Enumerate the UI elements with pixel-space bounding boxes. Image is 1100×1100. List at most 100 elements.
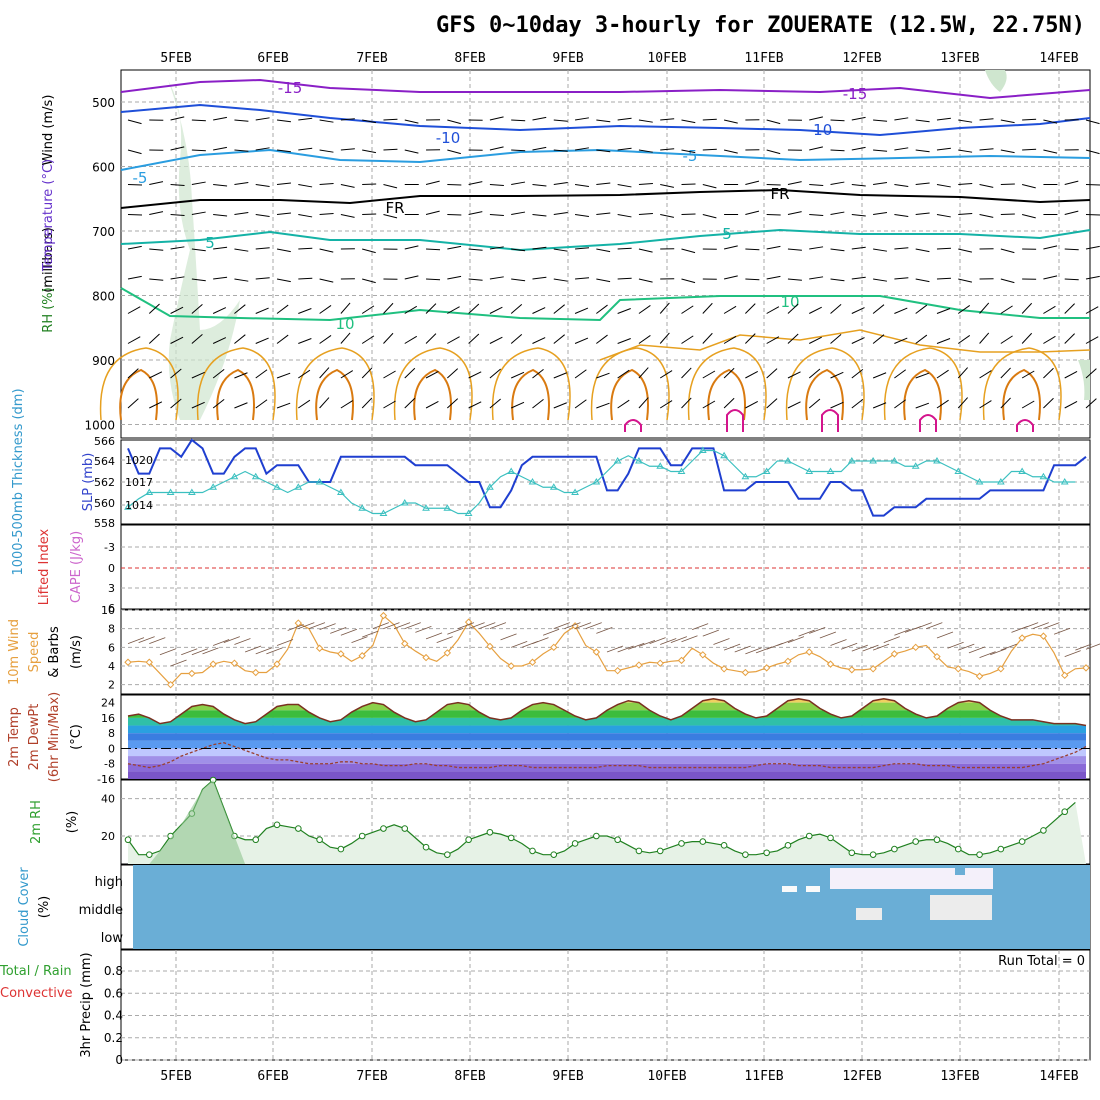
thickness-point: [890, 457, 899, 464]
ytick-label: 700: [92, 225, 115, 239]
wind-barb: [958, 183, 973, 185]
wind-barb: [1064, 370, 1078, 379]
wind-barb: [702, 302, 713, 314]
wind-barb: [234, 149, 249, 152]
wind-barb: [660, 148, 675, 151]
wind-barb: [553, 402, 567, 409]
wind-barb: [745, 278, 760, 281]
rh-shading: [1078, 360, 1090, 400]
ylabel-cloud: Cloud Cover: [17, 867, 32, 947]
data-series: [121, 438, 1100, 864]
wind-barb: [170, 368, 182, 379]
rh-point: [997, 845, 1005, 853]
wind-barb: [468, 333, 480, 344]
ylabel-rh2m: 2m RH: [29, 800, 44, 844]
wind-barb: [660, 214, 675, 218]
wind10-barb: [968, 646, 986, 654]
contour-label: 10: [335, 315, 354, 333]
wind-barb: [681, 335, 694, 344]
contour-label: -10: [808, 121, 833, 139]
wind-barb: [532, 307, 546, 314]
day-label: 11FEB: [744, 1069, 783, 1084]
wind-barb: [298, 308, 312, 314]
wind10-barb: [213, 639, 230, 646]
wind10-point: [550, 643, 558, 652]
wind-barb: [830, 371, 844, 379]
wind-barb: [617, 247, 632, 250]
wind-barb: [319, 183, 334, 185]
day-label: 10FEB: [647, 1069, 686, 1084]
wind-barb: [596, 278, 611, 283]
wind10-barb: [308, 622, 326, 630]
contour-label: FR: [385, 199, 404, 217]
wind-barb: [596, 212, 611, 215]
wind-barb: [787, 211, 802, 215]
wind10-point: [315, 644, 324, 652]
rh-point: [1040, 827, 1047, 834]
contour-plus25: [624, 419, 642, 432]
wind-barb: [404, 275, 419, 280]
ytick-label: 564: [94, 455, 115, 468]
cloud-ylabels: Cloud Cover (%): [17, 867, 52, 947]
wind-barb: [362, 119, 377, 124]
wind-barb: [170, 336, 184, 344]
rh-point: [593, 832, 600, 840]
thickness-point: [677, 467, 686, 474]
wind-barb: [894, 307, 908, 314]
wind-barb: [511, 278, 526, 282]
wind-barb: [468, 211, 483, 215]
wind-barb: [276, 372, 291, 379]
wind-barb: [681, 248, 696, 254]
wind10-point: [656, 659, 664, 667]
wind-barb: [1043, 245, 1058, 250]
contour-plus20: [707, 368, 746, 421]
wind10-barb: [606, 645, 624, 653]
wind-barb: [681, 119, 696, 124]
wind-barb: [574, 184, 590, 187]
contour-plus20: [610, 368, 649, 421]
wind-barb: [596, 334, 608, 344]
wind-barb: [809, 184, 824, 186]
temp-band: [128, 763, 1086, 772]
wind-barb: [276, 119, 291, 123]
wind-barb: [255, 184, 270, 187]
thickness-point: [741, 472, 750, 480]
rh-point: [295, 825, 302, 832]
wind-barb: [1000, 305, 1013, 314]
thickness-point: [571, 488, 579, 495]
wind-barb: [681, 149, 696, 154]
day-label: 9FEB: [552, 51, 583, 66]
wind-barb: [596, 372, 610, 379]
wind10-barb: [617, 645, 634, 653]
cloud-block: [930, 895, 992, 920]
wind10-barb: [787, 636, 805, 644]
wind10-barb: [159, 648, 177, 656]
wind-barb: [894, 214, 909, 217]
wind-barb: [340, 118, 355, 121]
ytick-label: 900: [92, 354, 115, 368]
wind-barb: [468, 248, 483, 251]
wind-barb: [511, 211, 526, 215]
ytick-label: -8: [104, 758, 115, 771]
wind-barb: [809, 146, 823, 151]
wind-barb: [574, 369, 587, 379]
contour-plus15: [590, 347, 670, 421]
ytick-label: 566: [94, 435, 115, 448]
wind-barb: [936, 184, 951, 188]
ytick-label: 1017: [125, 476, 153, 489]
wind-barb: [659, 332, 670, 344]
day-labels-top: 5FEB 6FEB 7FEB 8FEB 9FEB 10FEB 11FEB 12FEB 13FEB…: [160, 51, 1078, 66]
wind-barb: [915, 212, 930, 215]
wind-barb: [957, 305, 971, 314]
wind-barb: [575, 247, 590, 250]
wind10-barb: [713, 638, 730, 645]
temp-band: [128, 771, 1086, 779]
wind10-point: [720, 665, 728, 673]
wind10-point: [507, 662, 515, 670]
wind-barb: [383, 148, 398, 151]
wind10-barb: [170, 659, 187, 667]
wind-barb: [574, 399, 587, 409]
temp-band: [128, 740, 1086, 749]
thickness-point: [549, 483, 558, 490]
ytick-label: 0.8: [104, 964, 123, 978]
